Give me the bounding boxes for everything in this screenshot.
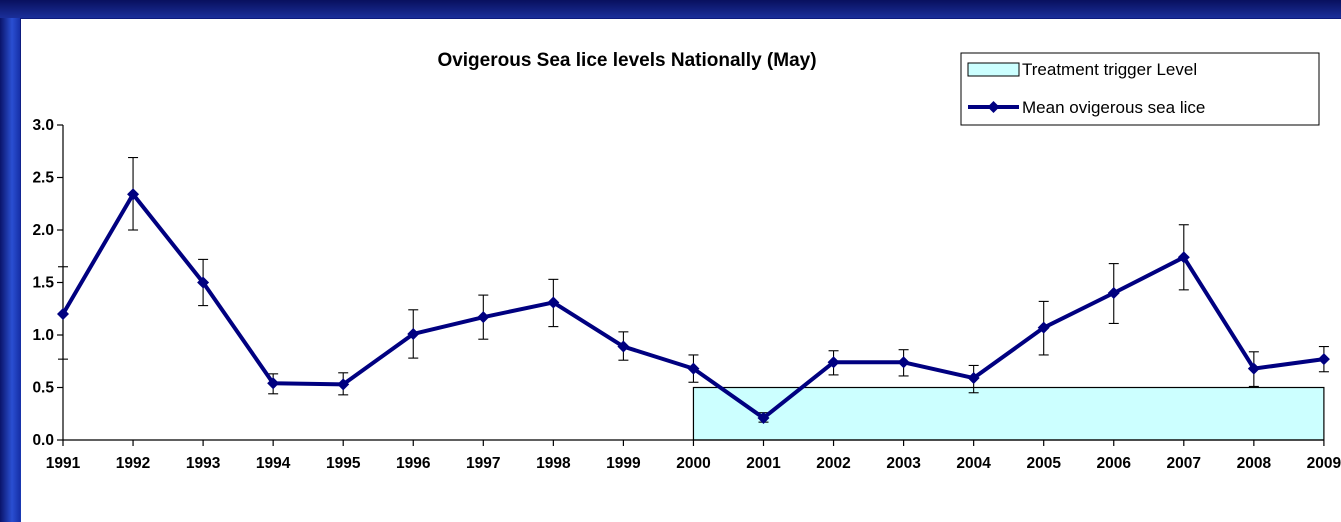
series-line-mean — [61, 192, 1325, 420]
series-line-layer — [61, 192, 1325, 420]
legend-label-mean: Mean ovigerous sea lice — [1022, 98, 1205, 117]
y-tick-label: 3.0 — [32, 117, 54, 134]
data-point-marker — [1247, 362, 1260, 375]
trigger-area — [692, 386, 1325, 441]
data-point-marker — [547, 296, 560, 309]
x-tick-label: 2002 — [816, 455, 850, 472]
trigger-area-layer — [692, 386, 1325, 441]
data-point-marker — [337, 378, 350, 391]
slide-frame-top — [0, 0, 1341, 18]
x-tick-label: 1999 — [606, 455, 641, 472]
data-point-marker — [1107, 287, 1120, 299]
data-point-marker — [477, 311, 490, 324]
x-tick-label: 2004 — [956, 455, 991, 472]
data-point-marker — [687, 362, 700, 375]
x-tick-label: 1998 — [536, 455, 571, 472]
data-point-marker — [617, 340, 630, 353]
y-tick-label: 2.0 — [32, 222, 54, 239]
x-tick-label: 2008 — [1237, 455, 1272, 472]
data-point-marker — [967, 372, 980, 385]
x-tick-label: 2000 — [676, 455, 710, 472]
chart-title: Ovigerous Sea lice levels Nationally (Ma… — [437, 50, 816, 71]
data-point-marker — [1177, 251, 1190, 264]
legend-swatch-trigger — [967, 62, 1020, 77]
x-tick-label: 1994 — [256, 455, 291, 472]
y-tick-labels: 0.0 0.5 1.0 1.5 2.0 2.5 3.0 — [32, 117, 54, 449]
y-tick-label: 1.5 — [32, 275, 54, 292]
x-tick-label: 1996 — [396, 455, 431, 472]
data-point-marker — [267, 377, 280, 390]
data-point-marker — [1317, 353, 1330, 366]
y-tick-label: 1.0 — [32, 327, 54, 344]
legend: Treatment trigger Level Mean ovigerous s… — [960, 52, 1320, 126]
x-tick-label: 1993 — [186, 455, 221, 472]
x-tick-label: 1995 — [326, 455, 361, 472]
data-point-marker — [897, 356, 910, 369]
x-tick-label: 2006 — [1097, 455, 1132, 472]
data-point-marker — [197, 276, 210, 289]
data-point-marker — [57, 308, 69, 320]
x-tick-label: 2005 — [1026, 455, 1061, 472]
chart-panel: Ovigerous Sea lice levels Nationally (Ma… — [21, 19, 1341, 522]
x-tick-label: 1991 — [46, 455, 81, 472]
slide-frame-left — [0, 0, 20, 522]
x-tick-label: 1997 — [466, 455, 500, 472]
y-tick-label: 0.0 — [32, 432, 54, 449]
chart-svg: Ovigerous Sea lice levels Nationally (Ma… — [32, 50, 1341, 472]
data-point-marker — [127, 188, 140, 201]
y-tick-label: 0.5 — [32, 380, 54, 397]
error-bars-layer — [58, 157, 1329, 423]
x-tick-label: 2009 — [1307, 455, 1341, 472]
data-point-marker — [827, 356, 840, 369]
data-point-marker — [757, 411, 770, 424]
data-point-marker — [407, 327, 420, 340]
data-point-marker — [1037, 321, 1050, 334]
legend-swatch-marker — [987, 101, 1000, 113]
x-tick-label: 2001 — [746, 455, 781, 472]
x-tick-label: 1992 — [116, 455, 150, 472]
x-tick-label: 2003 — [886, 455, 921, 472]
x-tick-label: 2007 — [1167, 455, 1201, 472]
legend-label-trigger: Treatment trigger Level — [1022, 60, 1197, 79]
x-tick-labels: 1991 1992 1993 1994 1995 1996 1997 1998 1999 2000… — [46, 455, 1341, 472]
markers-layer — [57, 188, 1330, 424]
y-tick-label: 2.5 — [32, 170, 54, 187]
legend-box — [960, 52, 1320, 126]
